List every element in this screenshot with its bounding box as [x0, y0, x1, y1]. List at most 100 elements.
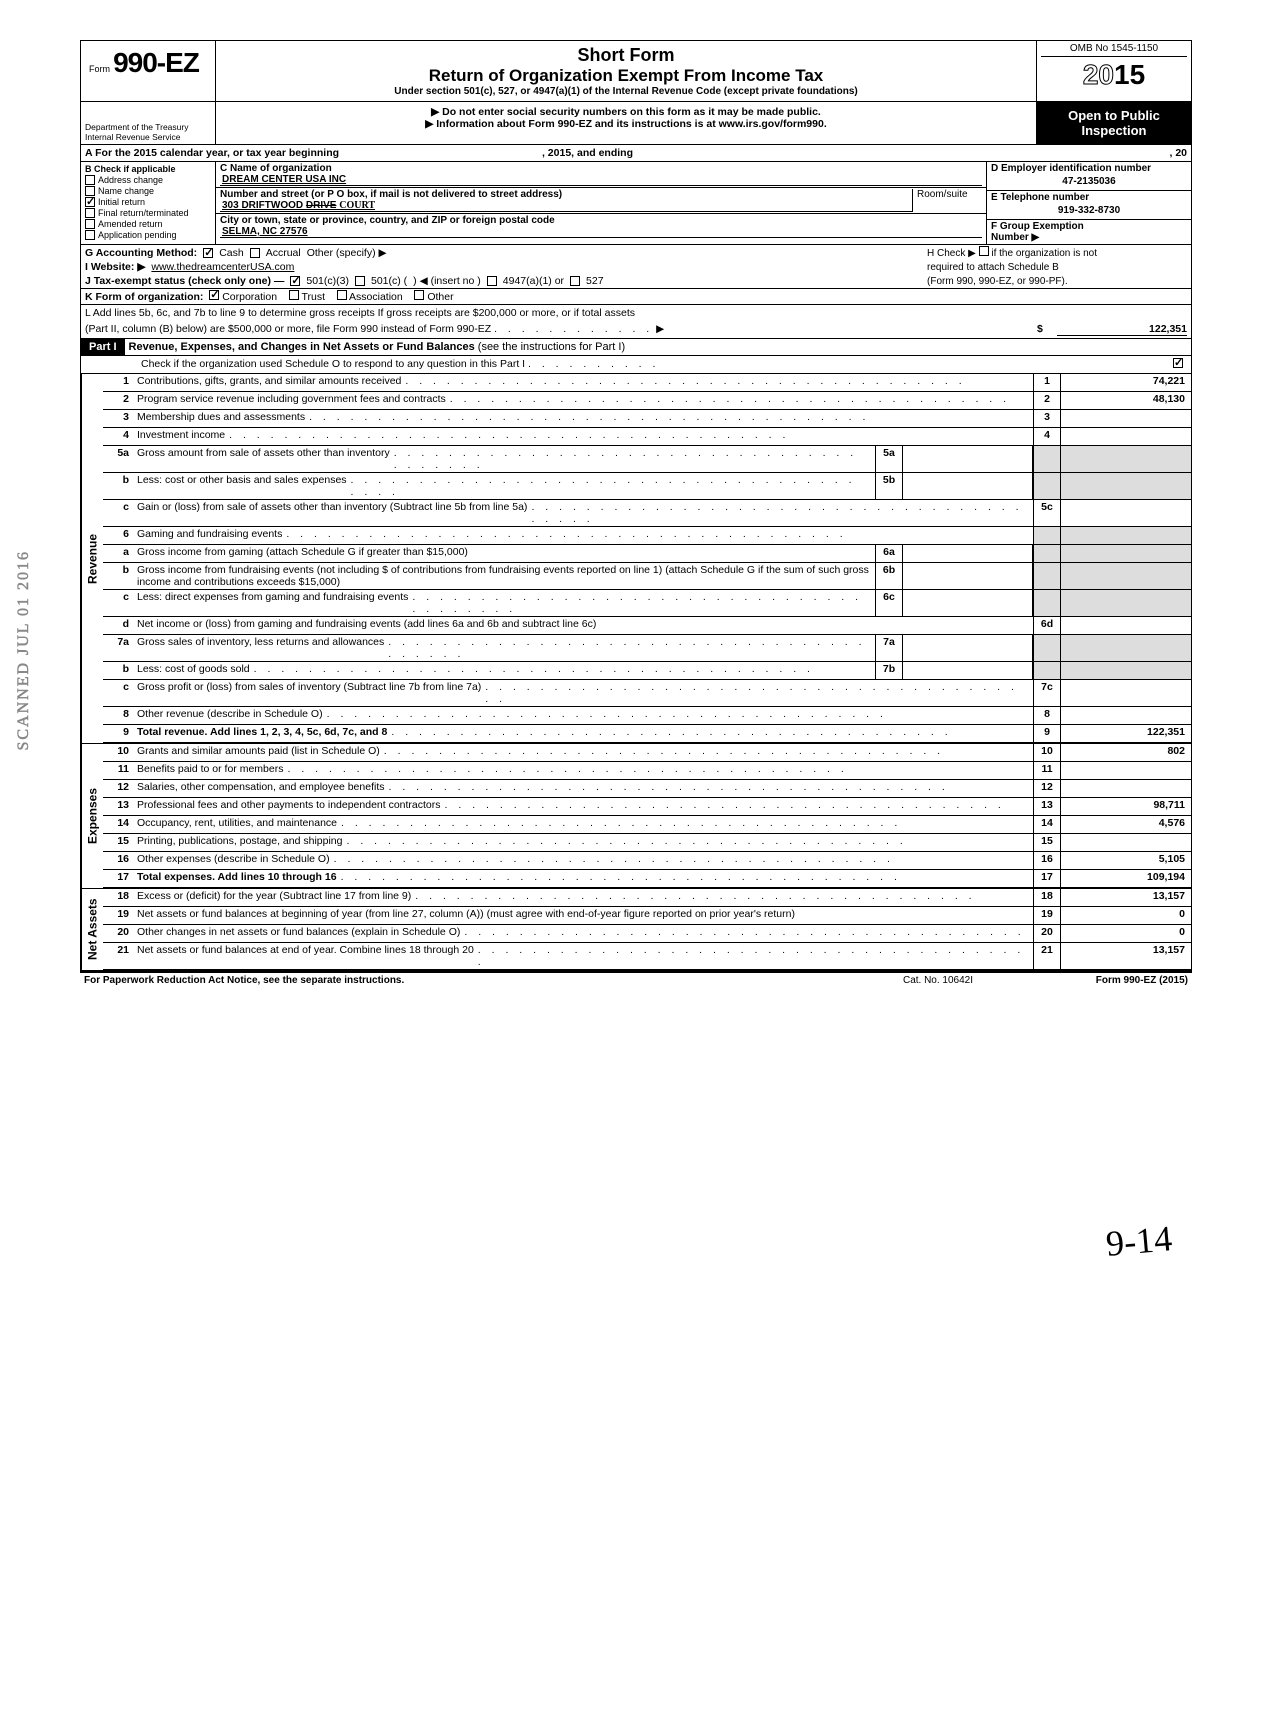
checkbox[interactable] [85, 197, 95, 207]
line-item: 12Salaries, other compensation, and empl… [103, 780, 1191, 798]
row-a: A For the 2015 calendar year, or tax yea… [80, 145, 1192, 162]
line-item: aGross income from gaming (attach Schedu… [103, 545, 1191, 563]
ein-label: D Employer identification number [991, 163, 1187, 174]
tax-year: 2015 [1041, 59, 1187, 91]
line-item: bLess: cost or other basis and sales exp… [103, 473, 1191, 500]
phone-row: E Telephone number 919-332-8730 [987, 191, 1191, 220]
checkbox[interactable] [85, 208, 95, 218]
line-item: dNet income or (loss) from gaming and fu… [103, 617, 1191, 635]
accrual-checkbox[interactable] [250, 248, 260, 258]
check-option: Address change [85, 175, 211, 185]
corp-checkbox[interactable] [209, 290, 219, 300]
room-suite: Room/suite [912, 189, 982, 212]
l-text1: L Add lines 5b, 6c, and 7b to line 9 to … [85, 307, 1187, 319]
ein-row: D Employer identification number 47-2135… [987, 162, 1191, 191]
omb-number: OMB No 1545-1150 [1041, 43, 1187, 57]
check-option: Final return/terminated [85, 208, 211, 218]
line-item: 10Grants and similar amounts paid (list … [103, 744, 1191, 762]
checkbox[interactable] [85, 175, 95, 185]
scanned-stamp: SCANNED JUL 01 2016 [15, 550, 33, 751]
line-item: 4Investment income4 [103, 428, 1191, 446]
col-b: B Check if applicable Address changeName… [81, 162, 216, 244]
l-line2: (Part II, column (B) below) are $500,000… [80, 321, 1192, 339]
footer-right: Form 990-EZ (2015) [1008, 975, 1188, 986]
form-number: 990-EZ [113, 47, 199, 78]
ssn-warning: ▶ Do not enter social security numbers o… [220, 106, 1032, 118]
line-item: 2Program service revenue including gover… [103, 392, 1191, 410]
check-option: Application pending [85, 230, 211, 240]
header-row: Form 990-EZ Short Form Return of Organiz… [80, 40, 1192, 102]
info-line: ▶ Information about Form 990-EZ and its … [220, 118, 1032, 130]
dept-box: Department of the Treasury Internal Reve… [81, 102, 216, 144]
col-b-header: B Check if applicable [85, 164, 211, 174]
checkbox[interactable] [85, 230, 95, 240]
website-value: www.thedreamcenterUSA.com [151, 261, 294, 273]
line-item: 8Other revenue (describe in Schedule O)8 [103, 707, 1191, 725]
g-line: G Accounting Method: Cash Accrual Other … [81, 245, 1191, 260]
line-item: 14Occupancy, rent, utilities, and mainte… [103, 816, 1191, 834]
line-item: cGross profit or (loss) from sales of in… [103, 680, 1191, 707]
street-label: Number and street (or P O box, if mail i… [220, 189, 912, 200]
subheader-row: Department of the Treasury Internal Reve… [80, 102, 1192, 145]
ein-value: 47-2135036 [991, 174, 1187, 189]
line-item: 18Excess or (deficit) for the year (Subt… [103, 889, 1191, 907]
line-item: 11Benefits paid to or for members11 [103, 762, 1191, 780]
line-item: bGross income from fundraising events (n… [103, 563, 1191, 590]
part1-title-row: Part I Revenue, Expenses, and Changes in… [80, 339, 1192, 356]
line-item: 7aGross sales of inventory, less returns… [103, 635, 1191, 662]
trust-checkbox[interactable] [289, 290, 299, 300]
dept-line1: Department of the Treasury [85, 122, 211, 132]
other-checkbox[interactable] [414, 290, 424, 300]
expenses-section: Expenses 10Grants and similar amounts pa… [80, 743, 1192, 888]
group-exempt-row: F Group Exemption Number ▶ [987, 220, 1191, 244]
i-line: I Website: ▶ www.thedreamcenterUSA.com r… [81, 260, 1191, 274]
name-label: C Name of organization [220, 163, 982, 174]
line-item: 3Membership dues and assessments3 [103, 410, 1191, 428]
line-item: 19Net assets or fund balances at beginni… [103, 907, 1191, 925]
form-label: Form [89, 64, 110, 74]
h-text: H Check ▶ if the organization is not [927, 246, 1187, 259]
line-item: 13Professional fees and other payments t… [103, 798, 1191, 816]
group-label: F Group Exemption [991, 221, 1187, 232]
col-c: C Name of organization DREAM CENTER USA … [216, 162, 986, 244]
line-item: cLess: direct expenses from gaming and f… [103, 590, 1191, 617]
under-section: Under section 501(c), 527, or 4947(a)(1)… [224, 86, 1028, 97]
501c-checkbox[interactable] [355, 276, 365, 286]
org-name-row: C Name of organization DREAM CENTER USA … [216, 162, 986, 188]
l-amount: 122,351 [1057, 323, 1187, 336]
schedule-o-checkbox[interactable] [1173, 358, 1183, 368]
line-item: 21Net assets or fund balances at end of … [103, 943, 1191, 970]
checkbox[interactable] [85, 219, 95, 229]
assoc-checkbox[interactable] [337, 290, 347, 300]
check-option: Initial return [85, 197, 211, 207]
row-a-left: A For the 2015 calendar year, or tax yea… [81, 145, 1165, 161]
phone-value: 919-332-8730 [991, 203, 1187, 218]
footer-mid: Cat. No. 10642I [868, 975, 1008, 986]
cash-checkbox[interactable] [203, 248, 213, 258]
line-item: 15Printing, publications, postage, and s… [103, 834, 1191, 852]
501c3-checkbox[interactable] [290, 276, 300, 286]
street-row: Number and street (or P O box, if mail i… [216, 188, 986, 214]
form-990ez: Form 990-EZ Short Form Return of Organiz… [80, 40, 1192, 988]
footer-row: For Paperwork Reduction Act Notice, see … [80, 972, 1192, 988]
open-public-box: Open to Public Inspection [1036, 102, 1191, 144]
527-checkbox[interactable] [570, 276, 580, 286]
4947-checkbox[interactable] [487, 276, 497, 286]
part1-label: Part I [81, 339, 125, 355]
signature: 9-14 [1104, 1217, 1173, 1265]
info-box: ▶ Do not enter social security numbers o… [216, 102, 1036, 144]
l-dollar: $ [1037, 323, 1057, 336]
line-item: 6Gaming and fundraising events [103, 527, 1191, 545]
title-box: Short Form Return of Organization Exempt… [216, 41, 1036, 101]
city-row: City or town, state or province, country… [216, 214, 986, 239]
l-text2: (Part II, column (B) below) are $500,000… [85, 323, 1037, 336]
netassets-section: Net Assets 18Excess or (deficit) for the… [80, 888, 1192, 972]
phone-label: E Telephone number [991, 192, 1187, 203]
city-label: City or town, state or province, country… [220, 215, 982, 226]
short-form-title: Short Form [224, 45, 1028, 66]
org-name: DREAM CENTER USA INC [220, 174, 982, 186]
part1-title: Revenue, Expenses, and Changes in Net As… [125, 339, 1191, 355]
line-item: 16Other expenses (describe in Schedule O… [103, 852, 1191, 870]
j-line: J Tax-exempt status (check only one) — 5… [81, 274, 1191, 288]
dept-line2: Internal Revenue Service [85, 132, 211, 142]
